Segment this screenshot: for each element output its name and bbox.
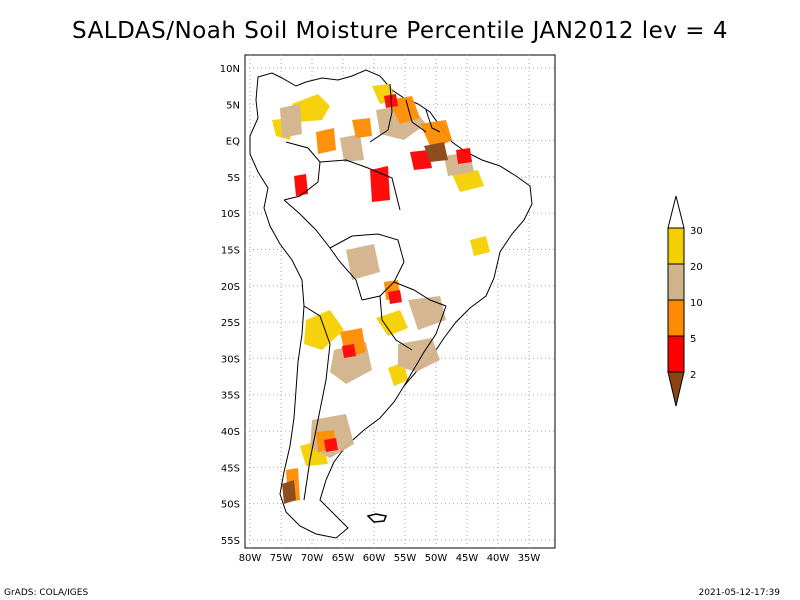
lon-tick-label: 70W [301,553,324,564]
longitude-ticks: 80W 75W 70W 65W 60W 55W 50W 45W 40W 35W [239,553,541,564]
legend-label-10: 10 [690,298,703,309]
lon-tick-label: 55W [394,553,417,564]
legend-label-30: 30 [690,226,703,237]
lat-tick-label: 55S [221,536,240,547]
legend-label-2: 2 [690,370,696,381]
lat-tick-label: 40S [221,427,240,438]
lat-tick-label: 30S [221,354,240,365]
lon-tick-label: 50W [425,553,448,564]
lat-tick-label: 35S [221,391,240,402]
lat-tick-label: 50S [221,500,240,511]
lat-tick-label: 10S [221,209,240,220]
lon-tick-label: 60W [363,553,386,564]
legend-above30 [667,195,685,229]
lat-tick-label: 20S [221,282,240,293]
legend-2-5 [667,335,685,373]
lat-tick-label: 25S [221,318,240,329]
lon-tick-label: 65W [332,553,355,564]
legend-20-30 [667,227,685,265]
map-title: SALDAS/Noah Soil Moisture Percentile JAN… [72,18,728,44]
legend-10-20 [667,263,685,301]
lon-tick-label: 40W [487,553,510,564]
lat-tick-label: EQ [226,137,240,148]
lat-tick-label: 5N [226,100,240,111]
lat-tick-label: 5S [227,173,240,184]
legend-label-5: 5 [690,334,696,345]
lon-tick-label: 35W [518,553,541,564]
falkland-islands [366,513,388,523]
lon-tick-label: 75W [270,553,293,564]
footer-credit: GrADS: COLA/IGES [4,588,89,598]
latitude-ticks: 10N 5N EQ 5S 10S 15S 20S 25S 30S 35S 40S 45S 50S 55S [220,64,240,547]
lat-tick-label: 10N [220,64,240,75]
colorbar-legend: 30 20 10 5 2 [667,195,703,407]
legend-below2 [667,371,685,407]
lon-tick-label: 45W [456,553,479,564]
lat-tick-label: 15S [221,246,240,257]
legend-label-20: 20 [690,262,703,273]
lon-tick-label: 80W [239,553,262,564]
legend-5-10 [667,299,685,337]
lat-tick-label: 45S [221,463,240,474]
soil-moisture-shading [272,84,490,504]
country-borders [283,83,447,501]
footer-timestamp: 2021-05-12-17:39 [698,588,781,598]
